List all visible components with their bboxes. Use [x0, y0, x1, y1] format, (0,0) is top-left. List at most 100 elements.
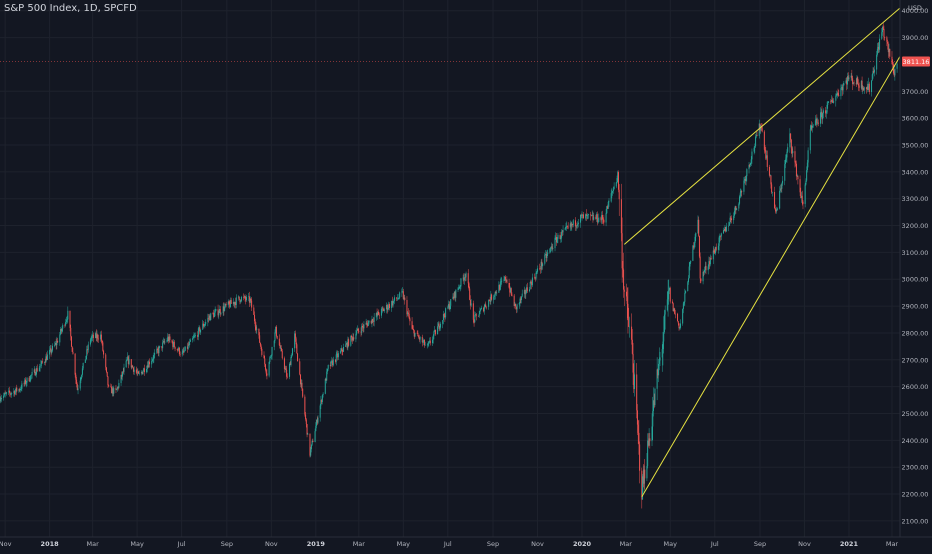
price-tick-label: 3700.00	[902, 88, 929, 96]
candle-body	[590, 214, 592, 216]
candle-body	[575, 225, 577, 227]
candle-body	[279, 345, 281, 349]
candle-body	[388, 304, 390, 309]
candle-body	[307, 433, 309, 435]
candle-body	[162, 342, 164, 349]
candle-body	[314, 431, 316, 443]
candle-body	[822, 110, 824, 114]
candle-body	[581, 215, 583, 216]
candle-body	[337, 353, 339, 358]
candle-body	[891, 56, 893, 65]
candle-body	[162, 341, 164, 343]
candle-body	[889, 48, 891, 57]
candle-body	[95, 333, 97, 339]
trendline[interactable]	[641, 56, 901, 497]
candle-body	[92, 334, 94, 337]
price-tick-label: 2900.00	[902, 303, 929, 311]
candle-body	[203, 325, 205, 327]
candle-body	[444, 315, 446, 318]
candle-body	[755, 136, 757, 147]
candle-body	[249, 298, 251, 303]
candle-body	[182, 350, 184, 353]
candle-body	[501, 280, 503, 282]
candle-body	[872, 71, 874, 75]
candle-body	[70, 327, 72, 337]
candle-body	[199, 327, 201, 333]
candle-body	[508, 282, 510, 288]
candle-body	[4, 393, 6, 394]
candle-body	[520, 296, 522, 301]
candle-body	[382, 308, 384, 310]
candle-body	[449, 305, 451, 310]
candle-body	[343, 346, 345, 352]
candle-body	[111, 386, 113, 394]
candle-body	[697, 219, 699, 234]
candle-body	[728, 223, 730, 226]
candle-body	[362, 327, 364, 329]
candle-body	[627, 303, 629, 319]
candle-body	[779, 190, 781, 209]
candle-body	[113, 387, 115, 394]
price-axis-panel	[900, 0, 932, 537]
candle-body	[458, 288, 460, 290]
candle-body	[128, 359, 130, 365]
candle-body	[858, 85, 860, 88]
trendline[interactable]	[623, 7, 901, 245]
candle-body	[555, 237, 557, 238]
candle-body	[810, 125, 812, 130]
candle-body	[608, 201, 610, 203]
candle-body	[321, 395, 323, 403]
candle-body	[714, 252, 716, 254]
candle-body	[766, 155, 768, 168]
candle-body	[178, 347, 180, 355]
candle-body	[582, 214, 584, 219]
candle-body	[457, 288, 459, 290]
candle-body	[9, 392, 11, 394]
candle-body	[49, 349, 51, 355]
price-tick-label: 2300.00	[902, 464, 929, 472]
candle-body	[394, 297, 396, 301]
candle-body	[437, 323, 439, 327]
candle-body	[350, 335, 352, 346]
time-tick-label: 2019	[307, 540, 326, 548]
candle-body	[141, 371, 143, 375]
candle-body	[122, 371, 124, 377]
candle-body	[115, 387, 117, 390]
candle-body	[433, 331, 435, 336]
price-tick-label: 2200.00	[902, 491, 929, 499]
candle-body	[72, 351, 74, 354]
candle-body	[200, 329, 202, 333]
candle-body	[317, 417, 319, 423]
candle-body	[822, 113, 824, 120]
candle-body	[569, 223, 571, 228]
price-axis[interactable]: 2100.00 2200.00 2300.00 2400.00 2500.00 2600.…	[902, 7, 929, 525]
candle-body	[837, 93, 839, 96]
candle-body	[233, 302, 235, 305]
candle-body	[228, 301, 230, 304]
candle-body	[14, 390, 16, 395]
candle-body	[596, 214, 598, 223]
candle-body	[577, 222, 579, 225]
candle-body	[753, 147, 755, 152]
candle-body	[894, 68, 896, 76]
candle-body	[835, 95, 837, 101]
time-tick-label: Sep	[221, 540, 233, 548]
candle-body	[84, 359, 86, 363]
candle-body	[125, 360, 127, 368]
time-axis[interactable]: Nov 2018 Mar May Jul Sep Nov 2019 Mar May Jul Sep No…	[0, 540, 898, 548]
candle-body	[453, 296, 455, 298]
candle-body	[510, 288, 512, 293]
candle-body	[805, 180, 807, 185]
candle-body	[460, 278, 462, 287]
time-tick-label: 2018	[41, 540, 60, 548]
candle-body	[427, 344, 429, 345]
candle-body	[424, 344, 426, 346]
candle-body	[855, 83, 857, 85]
candle-body	[356, 330, 358, 334]
candle-body	[70, 336, 72, 347]
candle-body	[666, 299, 668, 311]
candle-body	[197, 328, 199, 337]
candle-body	[79, 380, 81, 389]
